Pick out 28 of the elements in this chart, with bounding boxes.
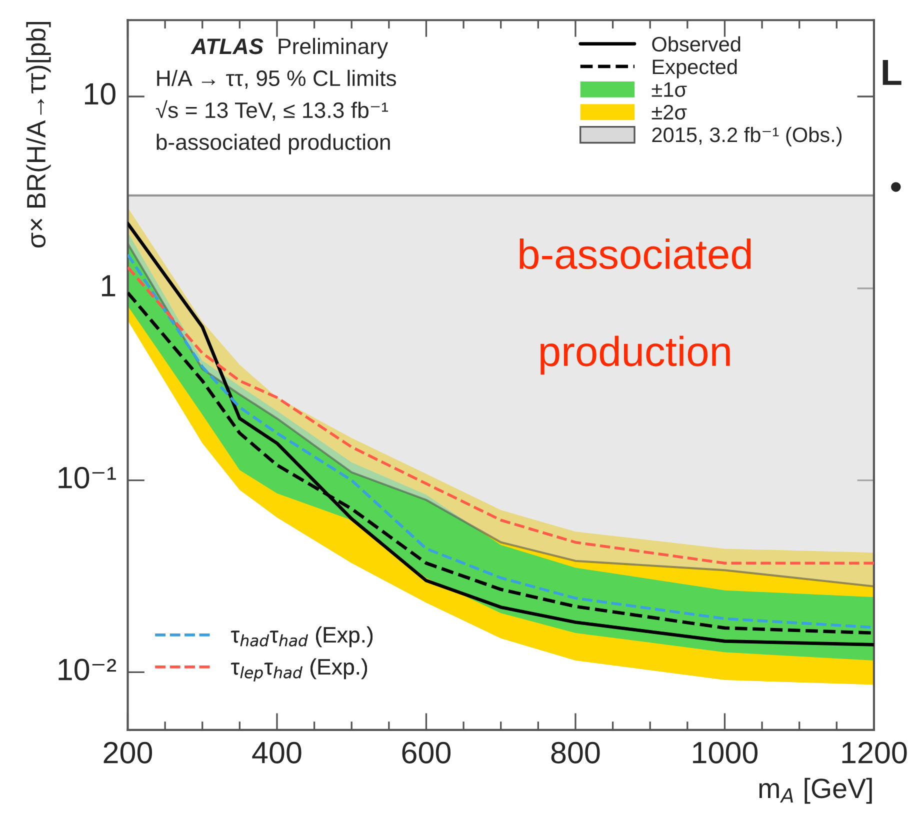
legend-label: 2015, 3.2 fb⁻¹ (Obs.)	[652, 126, 842, 146]
annotation: H/A → ττ, 95 % CL limits	[157, 70, 396, 89]
legend-label: Expected	[652, 58, 737, 78]
y-axis-title: σ× BR(H/A→ττ)[pb]	[26, 22, 51, 248]
x-tick-label: 200	[104, 742, 152, 764]
legend-label: ±2σ	[652, 104, 687, 120]
y-tick-label: 10	[84, 83, 116, 105]
annotation: production	[540, 336, 730, 375]
annotation: √s = 13 TeV, ≤ 13.3 fb⁻¹	[156, 100, 388, 121]
x-tick-label: 400	[252, 742, 302, 764]
legend-label: Observed	[652, 36, 740, 52]
legend-label: τ$_{had}$τ$_{had}$ (Exp.)	[231, 626, 373, 648]
x-tick-label: 800	[551, 742, 600, 764]
x-tick-label: 600	[402, 742, 451, 764]
x-tick-label: 1200	[842, 742, 907, 764]
legend-label: τ$_{lep}$τ$_{had}$ (Exp.)	[231, 658, 368, 682]
x-axis-title: m$_{A}$ [GeV]	[759, 778, 872, 804]
text: •	[891, 182, 901, 192]
y-tick-label: 10⁻²	[58, 658, 116, 680]
annotation: b-associated	[520, 238, 751, 270]
annotation: b-associated production	[156, 134, 390, 154]
annotation: ATLAS	[190, 38, 264, 54]
y-tick-label: 1	[102, 275, 116, 296]
text: L	[882, 60, 902, 85]
x-tick-label: 1000	[693, 742, 758, 764]
y-tick-label: 10⁻¹	[58, 466, 116, 488]
legend-label: ±1σ	[652, 82, 687, 97]
annotation: Preliminary	[278, 38, 388, 59]
